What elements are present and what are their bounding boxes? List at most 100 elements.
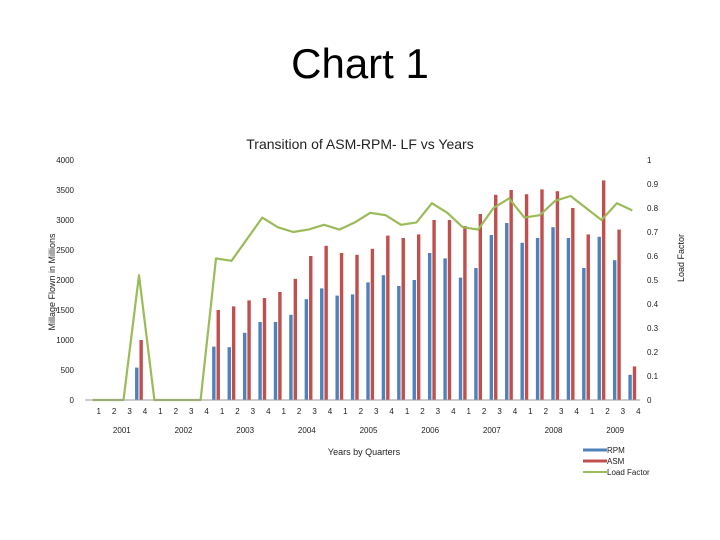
x-tick-label: 1 <box>96 407 101 416</box>
x-tick-label: 2 <box>359 407 364 416</box>
y-tick-label: 1500 <box>56 306 74 315</box>
x-tick-label: 1 <box>158 407 163 416</box>
y2-axis-label: Load Factor <box>676 234 686 282</box>
year-label: 2005 <box>360 426 378 435</box>
x-tick-label: 3 <box>621 407 626 416</box>
asm-bar <box>478 214 483 400</box>
chart-title: Transition of ASM-RPM- LF vs Years <box>246 136 473 152</box>
rpm-bar <box>489 235 494 400</box>
rpm-bar <box>335 295 339 400</box>
asm-bar <box>601 180 606 400</box>
rpm-bar <box>474 268 478 400</box>
rpm-bar <box>366 282 370 400</box>
rpm-bar <box>628 374 632 400</box>
x-tick-label: 4 <box>513 407 518 416</box>
asm-bar <box>555 191 560 400</box>
rpm-bar <box>427 253 432 400</box>
asm-bar <box>571 208 575 400</box>
y-tick-label: 0 <box>70 396 75 405</box>
year-label: 2008 <box>545 426 563 435</box>
y2-tick-label: 0.1 <box>647 372 659 381</box>
rpm-bar <box>258 322 262 400</box>
legend: RPM ASM Load Factor <box>583 446 650 477</box>
asm-bar <box>247 300 251 400</box>
y-tick-label: 4000 <box>56 156 74 165</box>
x-tick-label: 4 <box>266 407 271 416</box>
asm-bar <box>216 310 220 400</box>
y2-tick-label: 0.2 <box>647 348 659 357</box>
asm-bar <box>262 298 267 400</box>
rpm-bar <box>320 288 324 400</box>
asm-bar <box>540 189 544 400</box>
rpm-bar <box>566 238 571 400</box>
x-tick-label: 3 <box>189 407 194 416</box>
x-tick-label: 2 <box>297 407 302 416</box>
rpm-bar <box>242 332 247 400</box>
rpm-bar <box>535 238 540 400</box>
x-tick-label: 1 <box>281 407 286 416</box>
x-tick-label: 1 <box>466 407 471 416</box>
y2-tick-label: 0.5 <box>647 276 659 285</box>
asm-bar <box>463 226 467 400</box>
rpm-bar <box>350 294 355 400</box>
rpm-bar <box>582 268 586 400</box>
y2-tick-label: 0.7 <box>647 228 659 237</box>
rpm-bar <box>443 258 447 400</box>
x-tick-label: 4 <box>636 407 641 416</box>
y-tick-label: 3000 <box>56 216 74 225</box>
rpm-bar <box>505 223 509 400</box>
rpm-bar <box>597 236 601 400</box>
legend-swatch <box>583 448 607 452</box>
rpm-bar <box>227 347 231 400</box>
asm-bar <box>509 190 513 400</box>
year-label: 2001 <box>113 426 131 435</box>
y-tick-label: 2500 <box>56 246 74 255</box>
x-tick-label: 2 <box>235 407 240 416</box>
asm-bar <box>309 256 313 400</box>
rpm-bar <box>273 322 278 400</box>
y-tick-label: 1000 <box>56 336 74 345</box>
x-tick-label: 4 <box>328 407 333 416</box>
x-tick-label: 2 <box>544 407 549 416</box>
rpm-bar <box>612 260 617 400</box>
x-tick-label: 3 <box>127 407 132 416</box>
asm-bar <box>231 306 236 400</box>
year-label: 2009 <box>606 426 624 435</box>
asm-bar <box>416 234 421 400</box>
legend-label: Load Factor <box>607 468 650 477</box>
legend-swatch <box>583 459 607 463</box>
asm-bar <box>339 253 344 400</box>
asm-bar <box>324 245 328 400</box>
rpm-bar <box>458 277 463 400</box>
legend-label: RPM <box>607 446 625 455</box>
legend-label: ASM <box>607 457 625 466</box>
y2-tick-label: 0.3 <box>647 324 659 333</box>
rpm-bar <box>135 367 139 400</box>
asm-bar <box>494 194 498 400</box>
x-tick-label: 4 <box>389 407 394 416</box>
x-tick-label: 3 <box>374 407 379 416</box>
x-tick-label: 1 <box>343 407 348 416</box>
x-tick-label: 3 <box>312 407 317 416</box>
asm-bar <box>447 220 452 400</box>
x-tick-label: 1 <box>590 407 595 416</box>
y2-tick-label: 0.6 <box>647 252 659 261</box>
rpm-bar <box>289 314 293 400</box>
x-tick-label: 2 <box>482 407 487 416</box>
asm-bar <box>632 366 637 400</box>
x-tick-label: 3 <box>497 407 502 416</box>
asm-bar <box>293 278 298 400</box>
asm-bar <box>586 234 590 400</box>
rpm-bar <box>397 286 401 400</box>
x-tick-label: 4 <box>204 407 209 416</box>
asm-bar <box>617 229 621 400</box>
x-tick-label: 3 <box>436 407 441 416</box>
rpm-bar <box>381 275 386 400</box>
asm-bar <box>524 194 529 400</box>
y-tick-label: 500 <box>61 366 75 375</box>
rpm-bar <box>212 346 216 400</box>
rpm-bar <box>304 299 309 400</box>
x-tick-label: 4 <box>143 407 148 416</box>
asm-bar <box>386 235 390 400</box>
y-tick-label: 3500 <box>56 186 74 195</box>
